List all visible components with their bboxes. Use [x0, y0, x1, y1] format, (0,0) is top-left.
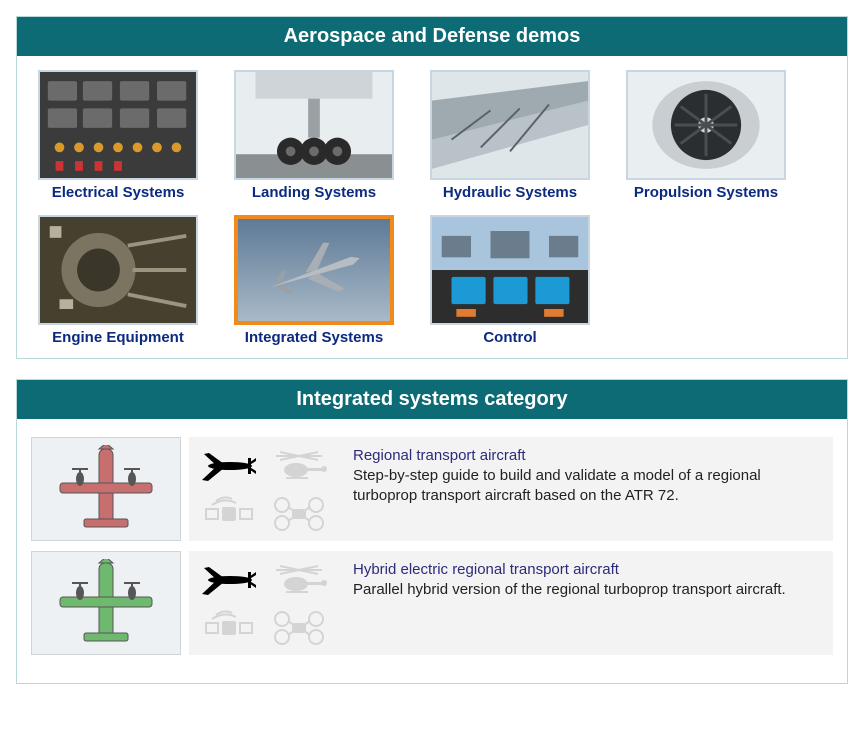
demos-title: Aerospace and Defense demos: [17, 17, 847, 56]
aircraft-plan-icon: [31, 437, 181, 541]
satellite-icon: [197, 606, 261, 647]
demo-item-control[interactable]: Control: [425, 215, 595, 346]
helicopter-icon: [267, 445, 331, 486]
landing-gear-icon: [234, 70, 394, 180]
engine-cutaway-icon: [38, 215, 198, 325]
demos-panel: Aerospace and Defense demos: [16, 16, 848, 359]
demo-label: Landing Systems: [229, 184, 399, 201]
category-body: Regional transport aircraft Step-by-step…: [17, 419, 847, 683]
demo-label: Control: [425, 329, 595, 346]
demo-item-engine-equipment[interactable]: Engine Equipment: [33, 215, 203, 346]
drone-icon: [267, 492, 331, 533]
demo-item-electrical[interactable]: Electrical Systems: [33, 70, 203, 201]
plane-silhouette: [60, 445, 152, 527]
category-item: Regional transport aircraft Step-by-step…: [31, 437, 833, 541]
demo-label: Integrated Systems: [229, 329, 399, 346]
category-type-icons: [189, 551, 339, 655]
category-item-title[interactable]: Hybrid electric regional transport aircr…: [353, 561, 821, 578]
category-title: Integrated systems category: [17, 380, 847, 419]
category-text: Hybrid electric regional transport aircr…: [339, 551, 833, 655]
wing-hydraulics-icon: [430, 70, 590, 180]
category-item-desc: Parallel hybrid version of the regional …: [353, 580, 821, 600]
demo-grid: Electrical Systems Landing Systems: [17, 56, 847, 358]
category-text: Regional transport aircraft Step-by-step…: [339, 437, 833, 541]
demo-label: Propulsion Systems: [621, 184, 791, 201]
category-type-icons: [189, 437, 339, 541]
category-panel: Integrated systems category: [16, 379, 848, 684]
demo-item-hydraulic[interactable]: Hydraulic Systems: [425, 70, 595, 201]
plane-silhouette: [60, 559, 152, 641]
drone-icon: [267, 606, 331, 647]
airliner-icon: [197, 559, 261, 600]
satellite-icon: [197, 492, 261, 533]
demo-item-landing[interactable]: Landing Systems: [229, 70, 399, 201]
demo-label: Electrical Systems: [33, 184, 203, 201]
aircraft-plan-icon: [31, 551, 181, 655]
demo-label: Hydraulic Systems: [425, 184, 595, 201]
airliner-icon: [197, 445, 261, 486]
glass-cockpit-icon: [430, 215, 590, 325]
helicopter-icon: [267, 559, 331, 600]
category-item: Hybrid electric regional transport aircr…: [31, 551, 833, 655]
demo-label: Engine Equipment: [33, 329, 203, 346]
category-item-title[interactable]: Regional transport aircraft: [353, 447, 821, 464]
cockpit-panel-icon: [38, 70, 198, 180]
category-item-desc: Step-by-step guide to build and validate…: [353, 466, 821, 505]
demo-item-propulsion[interactable]: Propulsion Systems: [621, 70, 791, 201]
demo-item-integrated[interactable]: Integrated Systems: [229, 215, 399, 346]
jet-engine-icon: [626, 70, 786, 180]
fighter-jet-icon: [234, 215, 394, 325]
